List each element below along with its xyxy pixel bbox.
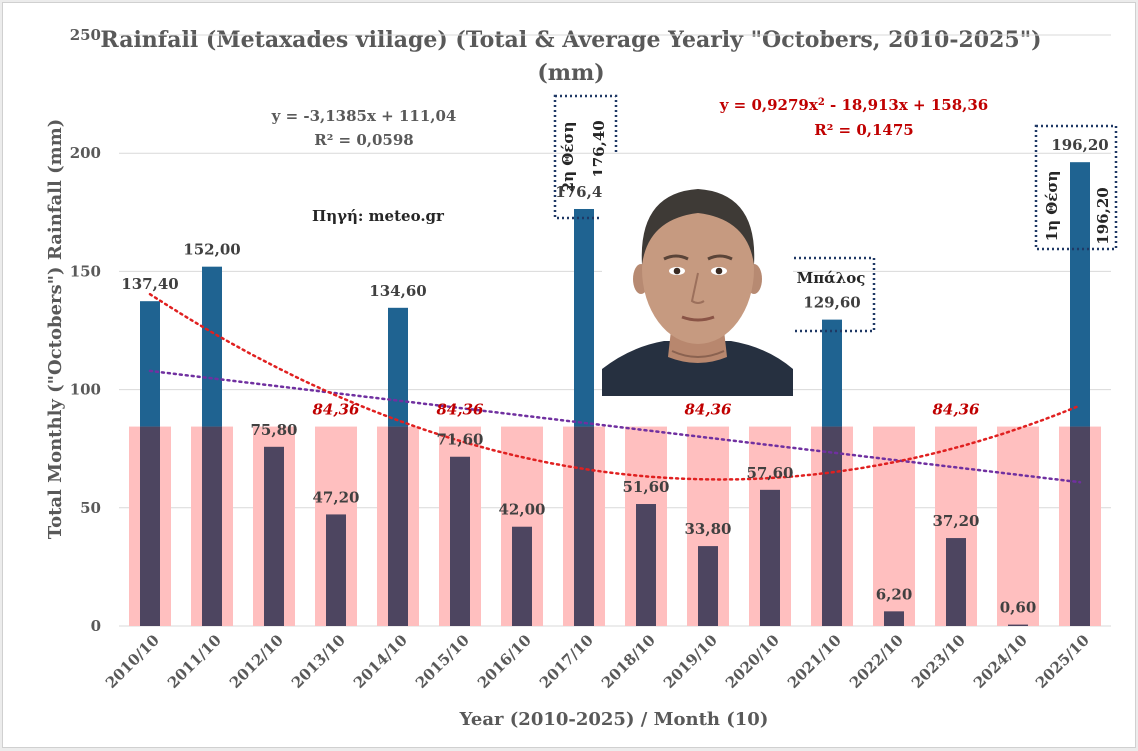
y-tick-label: 150 (70, 262, 101, 280)
trendlines (148, 292, 1082, 484)
rainfall-bar (760, 489, 780, 626)
average-labels: 84,36 84,36 84,36 84,36 (313, 401, 981, 419)
linear-trendline (148, 369, 1082, 484)
poly-trend-equation: y = 0,9279x2 - 18,913x + 158,36 (719, 96, 989, 114)
rainfall-bar (698, 546, 718, 626)
x-tick-label: 2011/10 (164, 631, 225, 692)
x-tick-label: 2014/10 (350, 631, 411, 692)
data-label: 75,80 (251, 421, 298, 439)
x-axis-title: Year (2010-2025) / Month (10) (459, 709, 769, 730)
average-label: 84,36 (437, 401, 485, 419)
rainfall-bar (946, 538, 966, 626)
x-tick-label: 2020/10 (722, 631, 783, 692)
data-label: 0,60 (1000, 599, 1037, 617)
x-tick-label: 2024/10 (970, 631, 1031, 692)
average-bar (997, 426, 1039, 626)
callout-2025-place: 1η Θέση (1043, 171, 1061, 242)
data-label: 47,20 (313, 488, 360, 506)
x-tick-label: 2021/10 (784, 631, 845, 692)
rainfall-bar (884, 611, 904, 626)
data-label: 71,60 (437, 431, 484, 449)
x-tick-label: 2010/10 (102, 631, 163, 692)
rainfall-bar (636, 504, 656, 626)
data-labels: 137,40 152,00 75,80 47,20 134,60 71,60 42,00 17… (121, 136, 1108, 616)
linear-trend-r2: R² = 0,0598 (314, 131, 413, 149)
y-axis-ticks: 0 50 100 150 200 250 (70, 26, 101, 635)
callout-box-2025 (1034, 124, 1118, 251)
rainfall-bar (822, 426, 842, 626)
callout-2025-value: 196,20 (1094, 187, 1112, 244)
rainfall-bar-above-average (822, 319, 842, 427)
data-label: 33,80 (685, 520, 732, 538)
x-tick-label: 2025/10 (1032, 631, 1093, 692)
data-label: 42,00 (499, 501, 546, 519)
source-label: Πηγή: meteo.gr (312, 207, 445, 225)
y-tick-label: 200 (70, 144, 101, 162)
rainfall-bars (140, 162, 1090, 626)
y-axis-title: Total Monthly ("Octobers") Rainfall (mm) (45, 119, 66, 540)
rainfall-bar (202, 426, 222, 626)
rainfall-bar (388, 426, 408, 626)
rainfall-bar-above-average (574, 208, 594, 427)
linear-trend-equation: y = -3,1385x + 111,04 (271, 107, 457, 125)
data-label: 137,40 (121, 275, 178, 293)
rainfall-bar (264, 446, 284, 626)
data-label: 196,20 (1051, 136, 1108, 154)
x-tick-label: 2023/10 (908, 631, 969, 692)
average-label: 84,36 (313, 401, 361, 419)
rainfall-bar (450, 456, 470, 626)
rainfall-bar (1070, 426, 1090, 626)
rainfall-chart: Rainfall (Metaxades village) (Total & Av… (45, 26, 1118, 730)
x-tick-label: 2019/10 (660, 631, 721, 692)
rainfall-bar (1008, 624, 1028, 626)
average-label: 84,36 (933, 401, 981, 419)
data-label: 37,20 (933, 512, 980, 530)
x-tick-label: 2017/10 (536, 631, 597, 692)
poly-trend-r2: R² = 0,1475 (814, 121, 913, 139)
poly-trendline (148, 292, 1082, 481)
rainfall-bar-above-average (388, 307, 408, 427)
chart-title-line2: (mm) (537, 60, 604, 86)
data-label: 129,60 (803, 294, 860, 312)
rainfall-bar-above-average (1070, 162, 1090, 427)
x-tick-label: 2022/10 (846, 631, 907, 692)
y-tick-label: 250 (70, 26, 101, 44)
x-tick-label: 2018/10 (598, 631, 659, 692)
portrait-photo (602, 155, 793, 396)
x-tick-label: 2015/10 (412, 631, 473, 692)
x-axis-ticks: 2010/10 2011/10 2012/10 2013/10 2014/10 2015/… (102, 631, 1093, 692)
y-tick-label: 0 (91, 617, 101, 635)
x-tick-label: 2016/10 (474, 631, 535, 692)
callout-box-balos (787, 256, 876, 333)
rainfall-bar (140, 426, 160, 626)
rainfall-bar (574, 426, 594, 626)
data-label: 134,60 (369, 282, 426, 300)
rainfall-bar-above-average (140, 301, 160, 427)
rainfall-bar (512, 526, 532, 626)
data-label: 176,40 (555, 183, 612, 201)
average-label: 84,36 (685, 401, 733, 419)
y-tick-label: 100 (70, 381, 101, 399)
x-tick-label: 2013/10 (288, 631, 349, 692)
rainfall-bar (326, 514, 346, 626)
data-label: 57,60 (747, 464, 794, 482)
data-label: 6,20 (876, 585, 913, 603)
rainfall-bar-above-average (202, 266, 222, 427)
data-label: 152,00 (183, 241, 240, 259)
x-tick-label: 2012/10 (226, 631, 287, 692)
callout-balos-name: Μπάλος (797, 269, 866, 287)
data-label: 51,60 (623, 478, 670, 496)
callout-2017-place: 2η Θέση (559, 122, 577, 193)
y-tick-label: 50 (80, 499, 101, 517)
chart-title-line1: Rainfall (Metaxades village) (Total & Av… (100, 27, 1041, 53)
